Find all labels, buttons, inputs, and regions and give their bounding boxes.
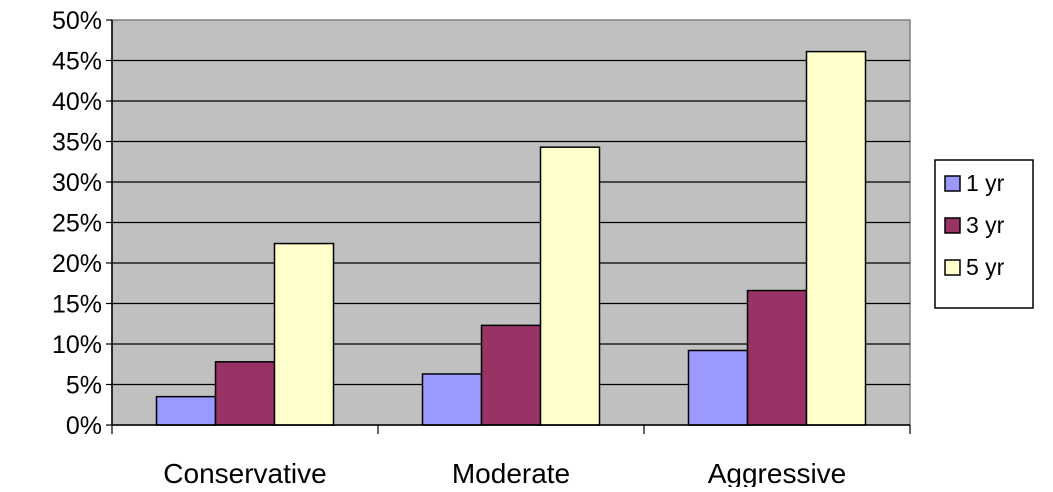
bar-5-yr-aggressive [805, 50, 867, 426]
bar-1-yr-aggressive [687, 349, 749, 426]
legend-swatch [944, 217, 961, 234]
y-tick-label: 40% [52, 88, 102, 116]
legend-swatch [944, 175, 961, 192]
legend-swatch [944, 259, 961, 276]
y-tick-label: 15% [52, 291, 102, 319]
y-tick-label: 0% [66, 412, 102, 440]
bar-5-yr-conservative [273, 242, 335, 426]
bar-5-yr-moderate [539, 146, 601, 426]
x-tick-label: Aggressive [708, 458, 847, 487]
bar-3-yr-aggressive [746, 289, 808, 426]
bar-3-yr-moderate [480, 324, 542, 426]
y-tick-label: 30% [52, 169, 102, 197]
legend: 1 yr 3 yr 5 yr [934, 159, 1034, 309]
bar-1-yr-conservative [155, 395, 217, 426]
legend-label: 3 yr [966, 212, 1005, 238]
y-tick-label: 5% [66, 372, 102, 400]
y-tick-label: 35% [52, 129, 102, 157]
legend-label: 1 yr [966, 170, 1005, 196]
legend-label: 5 yr [966, 254, 1005, 280]
y-tick-label: 45% [52, 48, 102, 76]
axes: 0% 5% 10% 15% 20% 25% 30% 35% 40% 45% 50% Conservat… [52, 7, 911, 489]
bar-3-yr-conservative [214, 361, 276, 426]
y-tick-label: 25% [52, 210, 102, 238]
legend-items: 1 yr 3 yr 5 yr [944, 170, 1005, 280]
y-tick-label: 20% [52, 250, 102, 278]
y-tick-label: 50% [52, 7, 102, 35]
bars [155, 50, 867, 426]
x-tick-label: Moderate [452, 458, 570, 487]
bar-1-yr-moderate [421, 373, 483, 426]
x-tick-label: Conservative [163, 458, 326, 487]
y-tick-label: 10% [52, 331, 102, 359]
